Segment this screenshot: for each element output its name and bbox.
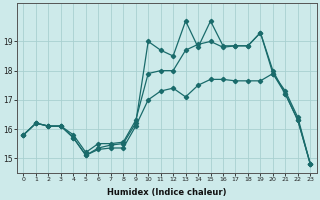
X-axis label: Humidex (Indice chaleur): Humidex (Indice chaleur) [107, 188, 227, 197]
